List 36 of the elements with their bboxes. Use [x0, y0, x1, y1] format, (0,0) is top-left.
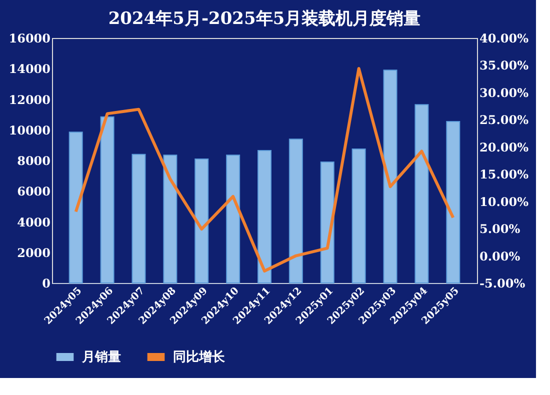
y2-tick-label: 0.00% [480, 249, 521, 264]
bar [100, 116, 114, 284]
y-tick-label: 8000 [17, 154, 50, 168]
bar [383, 70, 398, 284]
legend-label: 同比增长 [173, 350, 226, 365]
bar [163, 154, 178, 284]
bar [320, 162, 334, 284]
y2-tick-label: 40.00% [480, 32, 530, 46]
bar [446, 120, 460, 284]
legend-label: 月销量 [81, 350, 121, 365]
y-tick-label: 16000 [8, 32, 50, 46]
y2-tick-label: 35.00% [480, 58, 530, 73]
bar [288, 138, 303, 284]
chart-title: 2024年5月-2025年5月装载机月度销量 [108, 9, 421, 29]
bar [68, 132, 83, 284]
y-tick-label: 2000 [17, 246, 50, 260]
y-tick-label: 12000 [8, 92, 50, 107]
y2-tick-label: 30.00% [480, 86, 530, 100]
bar [132, 154, 146, 284]
y2-tick-label: 20.00% [480, 140, 530, 154]
bar [414, 104, 429, 284]
bar [226, 154, 240, 284]
y-tick-label: 6000 [17, 184, 50, 199]
bar [258, 150, 272, 284]
y2-tick-label: 10.00% [480, 194, 530, 209]
y2-tick-label: 5.00% [480, 222, 521, 236]
y-tick-label: 4000 [17, 215, 50, 230]
bar [352, 148, 366, 284]
y-tick-label: 14000 [8, 62, 50, 76]
y-tick-label: 10000 [8, 123, 50, 138]
y2-tick-label: -5.00% [480, 276, 526, 290]
line-series [74, 66, 455, 273]
bar [194, 158, 209, 284]
y2-tick-label: 15.00% [480, 168, 530, 182]
y-tick-label: 0 [42, 276, 50, 290]
y2-tick-label: 25.00% [480, 113, 530, 128]
